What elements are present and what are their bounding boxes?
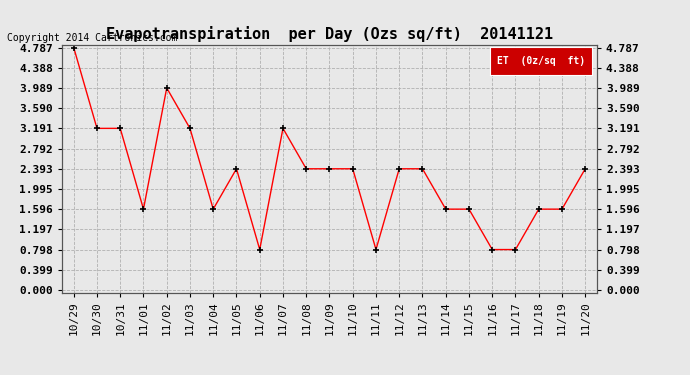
Text: Copyright 2014 Cartronics.com: Copyright 2014 Cartronics.com (7, 33, 177, 43)
Title: Evapotranspiration  per Day (Ozs sq/ft)  20141121: Evapotranspiration per Day (Ozs sq/ft) 2… (106, 27, 553, 42)
